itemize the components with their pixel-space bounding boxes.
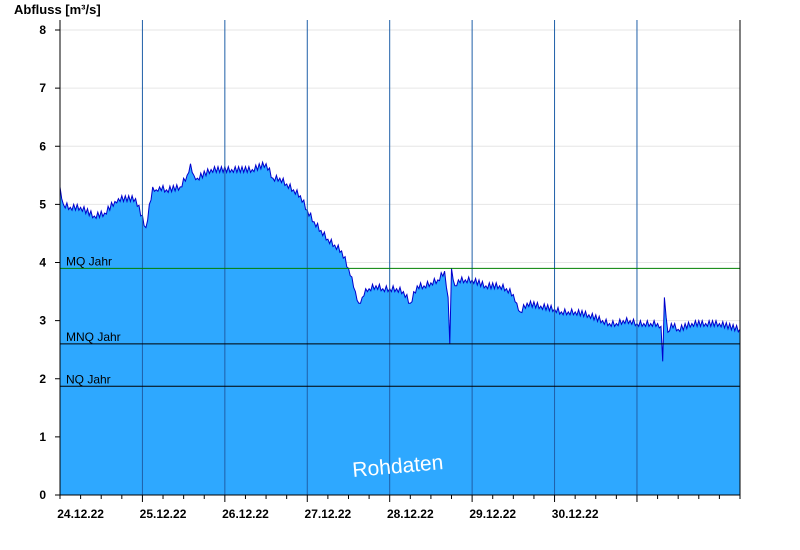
y-tick-label: 5 [39,197,46,211]
x-tick-label: 28.12.22 [387,507,434,521]
reference-line-label: NQ Jahr [66,372,111,386]
discharge-area [60,162,740,495]
y-tick-label: 4 [39,256,46,270]
reference-lines: MQ Jahr MNQ Jahr NQ Jahr [60,254,740,387]
x-tick-label: 30.12.22 [552,507,599,521]
x-tick-label: 26.12.22 [222,507,269,521]
y-axis-label: Abfluss [m³/s] [14,2,101,17]
discharge-line [59,160,741,362]
y-tick-label: 1 [39,430,46,444]
data-area [59,20,741,495]
x-tick-label: 27.12.22 [305,507,352,521]
reference-line-label: MQ Jahr [66,254,112,268]
y-tick-label: 2 [39,372,46,386]
y-tick-label: 6 [39,139,46,153]
x-axis-ticks: 24.12.22 25.12.22 26.12.22 27.12.22 28.12.22… [57,495,741,521]
x-tick-label: 24.12.22 [57,507,104,521]
y-tick-label: 0 [39,488,46,502]
x-tick-label: 25.12.22 [140,507,187,521]
x-tick-label: 29.12.22 [469,507,516,521]
y-tick-label: 8 [39,23,46,37]
reference-line-label: MNQ Jahr [66,330,121,344]
y-tick-label: 7 [39,81,46,95]
y-tick-label: 3 [39,314,46,328]
y-axis-ticks: 0 1 2 3 4 5 6 7 8 [39,23,60,502]
plot-frame [59,20,741,496]
